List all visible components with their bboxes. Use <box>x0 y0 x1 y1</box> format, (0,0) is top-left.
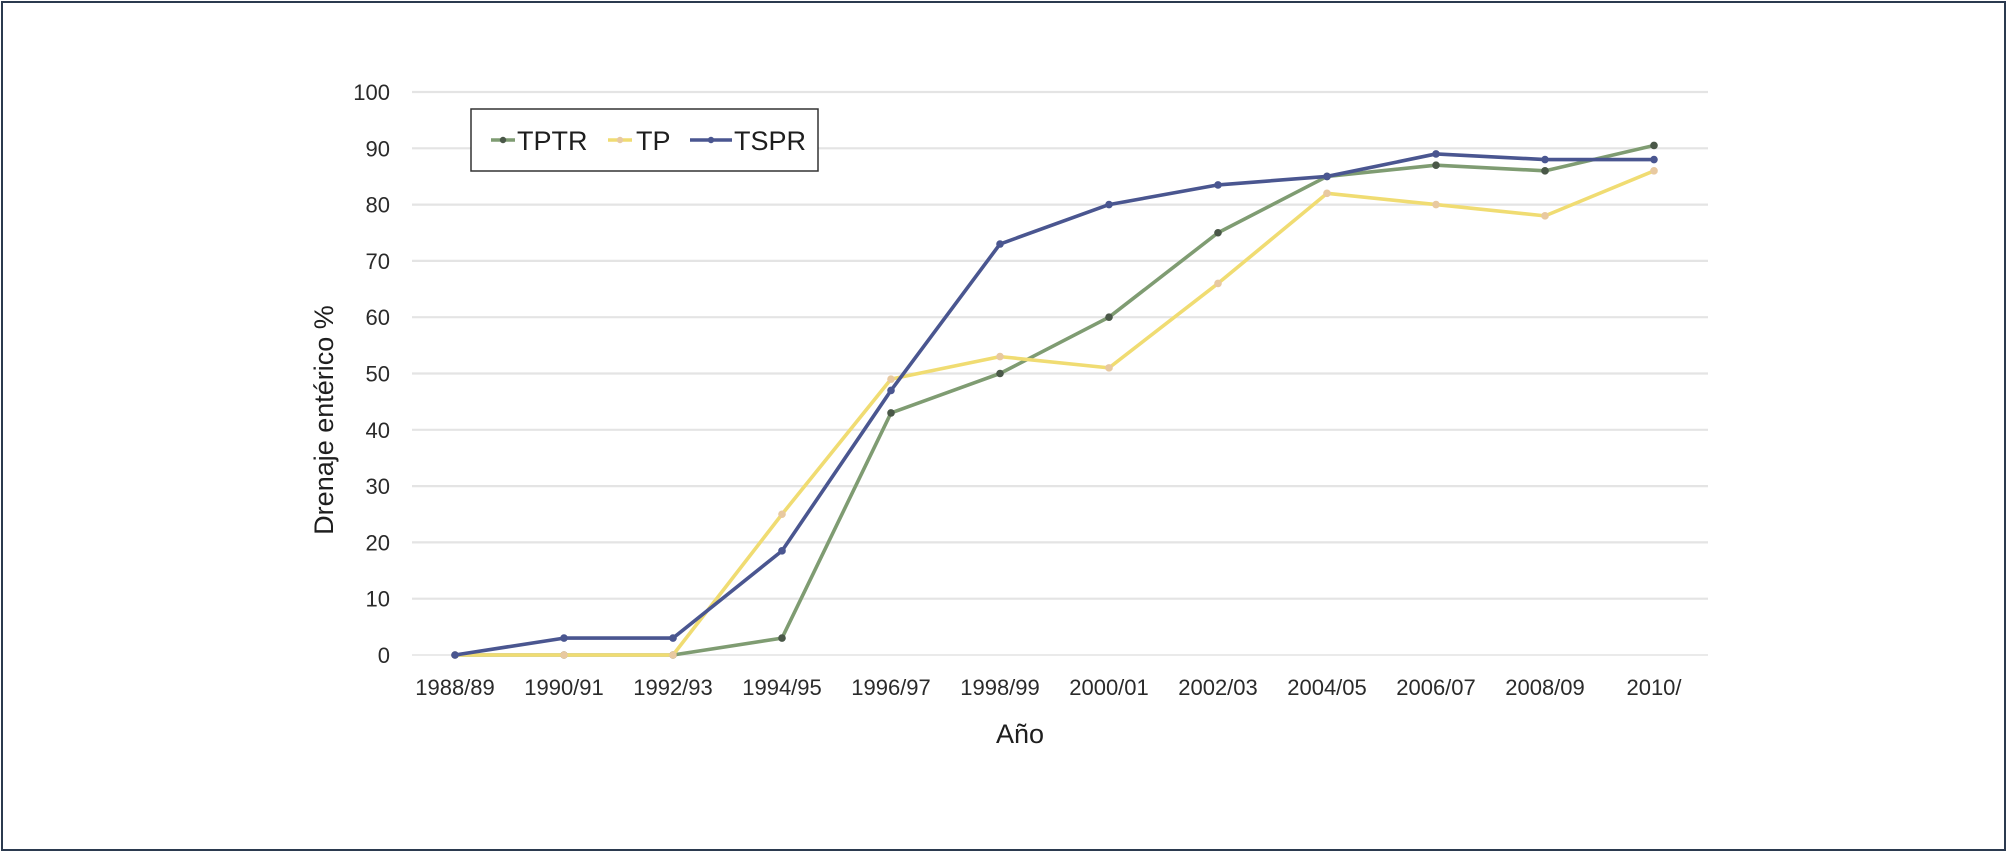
y-tick-label: 40 <box>366 418 390 443</box>
data-point-tspr <box>1105 200 1113 209</box>
x-tick-label: 2000/01 <box>1069 675 1149 700</box>
series-line-tp <box>453 169 1656 657</box>
legend-box <box>470 108 819 172</box>
y-tick-label: 90 <box>366 136 390 161</box>
legend-label-tp: TP <box>636 126 671 156</box>
data-point-tptr <box>1650 141 1658 150</box>
y-tick-label: 70 <box>366 249 390 274</box>
data-point-tptr <box>778 634 786 642</box>
x-tick-label: 2002/03 <box>1178 675 1258 700</box>
gridlines <box>412 90 1708 656</box>
data-point-tspr <box>451 651 459 659</box>
x-tick-label: 2008/09 <box>1505 675 1585 700</box>
data-point-tspr <box>560 634 568 642</box>
data-point-tp <box>1323 189 1331 198</box>
data-point-tspr <box>1214 181 1222 189</box>
y-axis-title: Drenaje entérico % <box>309 305 339 535</box>
data-point-tspr <box>1432 150 1440 158</box>
data-point-tspr <box>1323 172 1331 181</box>
y-tick-label: 20 <box>366 530 390 555</box>
series-line-tspr <box>453 152 1656 657</box>
y-axis-ticks: 0 10 20 30 40 50 60 70 80 90 100 <box>353 80 390 668</box>
x-axis-title: Año <box>996 719 1044 749</box>
x-tick-label: 1990/91 <box>524 675 604 700</box>
legend-label-tptr: TPTR <box>517 126 588 156</box>
x-tick-label: 2004/05 <box>1287 675 1367 700</box>
data-point-tptr <box>996 369 1004 378</box>
series-line-tptr <box>453 143 1656 657</box>
data-point-tp <box>996 352 1004 361</box>
y-tick-label: 60 <box>366 305 390 330</box>
data-point-tp <box>1650 167 1658 175</box>
y-tick-label: 50 <box>366 362 390 387</box>
y-tick-label: 0 <box>378 643 390 668</box>
x-tick-label: 2010/ <box>1626 675 1682 700</box>
data-point-tp <box>1432 200 1440 209</box>
legend-label-tspr: TSPR <box>734 126 806 156</box>
data-point-tptr <box>1214 228 1222 237</box>
data-point-tp <box>778 510 786 519</box>
y-tick-label: 80 <box>366 193 390 218</box>
data-point-tp <box>887 375 895 383</box>
data-point-tspr <box>669 634 677 642</box>
legend-marker-tptr <box>499 136 507 144</box>
data-point-tp <box>560 651 568 659</box>
series-lines <box>451 141 1658 659</box>
data-point-tptr <box>1432 161 1440 169</box>
legend-marker-tp <box>616 136 624 144</box>
data-point-tspr <box>778 547 786 555</box>
x-axis-ticks: 1988/89 1990/91 1992/93 1994/95 1996/97 1998/… <box>415 675 1682 700</box>
x-tick-label: 1998/99 <box>960 675 1040 700</box>
data-point-tptr <box>887 409 895 417</box>
legend-marker-tspr <box>707 136 715 144</box>
x-tick-label: 1994/95 <box>742 675 822 700</box>
legend: TPTR TP TSPR <box>470 108 819 172</box>
data-point-tspr <box>1650 155 1658 164</box>
y-tick-label: 30 <box>366 474 390 499</box>
data-point-tp <box>669 651 677 659</box>
data-point-tspr <box>1541 155 1549 164</box>
data-point-tp <box>1214 279 1222 288</box>
x-tick-label: 1988/89 <box>415 675 495 700</box>
x-tick-label: 1996/97 <box>851 675 931 700</box>
x-tick-label: 2006/07 <box>1396 675 1476 700</box>
y-tick-label: 10 <box>366 587 390 612</box>
data-point-tptr <box>1105 313 1113 322</box>
y-tick-label: 100 <box>353 80 390 105</box>
data-point-tp <box>1105 364 1113 372</box>
data-point-tptr <box>1541 167 1549 175</box>
x-tick-label: 1992/93 <box>633 675 713 700</box>
data-point-tp <box>1541 212 1549 220</box>
data-point-tspr <box>996 240 1004 248</box>
data-point-tspr <box>887 386 895 395</box>
